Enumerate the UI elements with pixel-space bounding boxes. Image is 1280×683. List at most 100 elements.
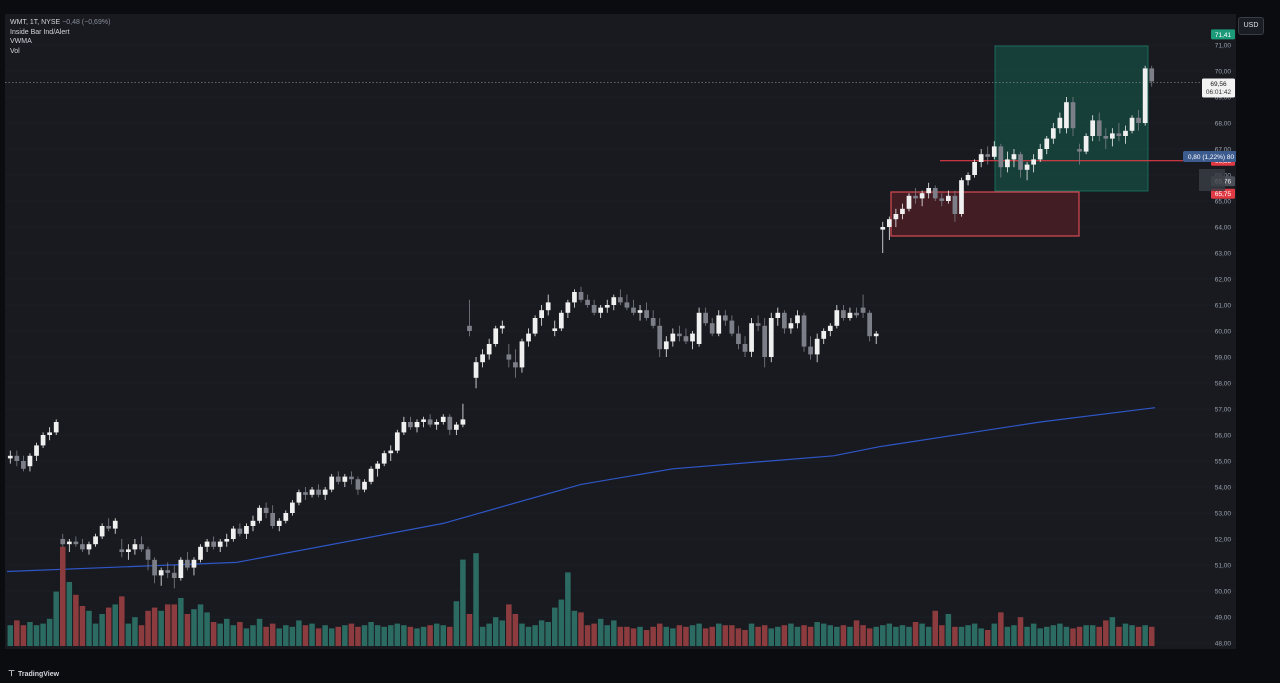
volume-bar — [683, 626, 689, 646]
volume-bar — [486, 623, 492, 646]
volume-bar — [611, 620, 617, 646]
candle-body — [1103, 136, 1109, 139]
y-tick-label: 63,00 — [1215, 251, 1232, 258]
candle-body — [663, 341, 669, 350]
volume-bar — [460, 559, 466, 646]
volume-bar — [709, 626, 715, 646]
candle-body — [60, 539, 66, 545]
candle-body — [1070, 102, 1076, 129]
volume-bar — [656, 623, 663, 646]
volume-bar — [925, 626, 932, 646]
candle-body — [585, 299, 590, 305]
volume-bar — [919, 623, 925, 646]
candle-body — [250, 520, 256, 526]
volume-bar — [971, 623, 978, 646]
volume-bar — [40, 623, 46, 646]
candle-body — [467, 325, 472, 331]
volume-bar — [27, 622, 33, 646]
candle-body — [611, 297, 617, 305]
candle-body — [152, 559, 157, 576]
candle-body — [362, 481, 367, 490]
volume-bar — [788, 623, 794, 646]
candle-body — [34, 445, 39, 456]
volume-bar — [506, 604, 512, 646]
volume-bar — [388, 625, 394, 646]
volume-bar — [164, 604, 171, 646]
candle-body — [919, 193, 925, 199]
volume-bar — [552, 607, 558, 646]
y-tick-label: 65,00 — [1215, 199, 1232, 206]
volume-bar — [945, 614, 952, 646]
y-tick-label: 54,00 — [1215, 485, 1232, 492]
candle-body — [394, 432, 400, 451]
volume-bar — [512, 614, 519, 646]
candle-body — [1031, 159, 1037, 165]
candle-body — [335, 476, 341, 482]
current-price-tag: 69,56 — [1210, 81, 1227, 88]
volume-bar — [827, 625, 834, 646]
candle-body — [401, 422, 407, 433]
candle-body — [1044, 138, 1050, 149]
y-tick-label: 69,00 — [1215, 95, 1232, 102]
candle-body — [178, 559, 184, 578]
price-chart[interactable]: 48,00 49,00 50,00 51,00 52,00 53,00 54,00 55,00… — [5, 14, 1236, 649]
legend-indicator[interactable]: Vol — [10, 47, 20, 55]
volume-bar — [433, 623, 440, 646]
candle-body — [880, 227, 886, 230]
candle-body — [86, 544, 92, 550]
candle-body — [1064, 102, 1069, 129]
candle-body — [244, 526, 249, 534]
volume-bar — [20, 625, 27, 646]
candle-body — [342, 476, 348, 482]
volume-bar — [217, 623, 223, 646]
legend-indicator[interactable]: VWMA — [10, 38, 32, 46]
volume-bar — [650, 626, 656, 646]
candle-body — [257, 507, 262, 521]
candle-body — [381, 453, 387, 464]
candle-body — [309, 489, 315, 495]
candle-body — [736, 333, 741, 344]
volume-bar — [132, 617, 138, 646]
candle-body — [217, 541, 223, 547]
price-tag-red-lower: 65,75 — [1215, 191, 1232, 198]
volume-bar — [1044, 626, 1050, 646]
candle-body — [945, 195, 951, 201]
candle-body — [296, 492, 302, 503]
candle-body — [696, 312, 702, 344]
volume-bar — [492, 617, 499, 646]
legend-symbol[interactable]: WMT, 1T, NYSE — [10, 19, 61, 26]
volume-bar — [230, 625, 237, 646]
volume-bar — [53, 591, 59, 646]
volume-bar — [742, 630, 748, 646]
volume-bar — [256, 618, 263, 646]
volume-bar — [584, 625, 591, 646]
volume-bar — [880, 625, 886, 646]
volume-bar — [1017, 617, 1024, 646]
volume-bar — [801, 625, 807, 646]
candle-body — [139, 544, 144, 550]
candle-body — [7, 455, 13, 459]
candle-body — [1083, 136, 1089, 152]
candle-body — [808, 346, 813, 355]
volume-bar — [7, 625, 14, 646]
volume-bar — [151, 607, 158, 646]
tradingview-brand[interactable]: ⊤ TradingView — [8, 669, 59, 678]
volume-bar — [1011, 625, 1017, 646]
volume-bar — [210, 622, 217, 646]
price-tag-target: 71,41 — [1215, 32, 1232, 39]
volume-bar — [1116, 626, 1122, 646]
legend-indicator[interactable]: Inside Bar Ind/Alert — [10, 28, 70, 36]
candle-body — [1116, 133, 1122, 136]
volume-bar — [348, 623, 355, 646]
chart-panel[interactable]: 48,00 49,00 50,00 51,00 52,00 53,00 54,00 55,00… — [5, 14, 1236, 649]
volume-bar — [269, 623, 276, 646]
currency-button[interactable]: USD — [1238, 17, 1264, 35]
candle-body — [1050, 128, 1056, 139]
volume-bar — [184, 614, 191, 646]
candle-body — [388, 450, 394, 454]
volume-bar — [591, 623, 597, 646]
volume-bar — [302, 625, 309, 646]
candle-body — [316, 489, 321, 495]
candle-body — [27, 455, 33, 467]
candle-body — [440, 416, 446, 422]
